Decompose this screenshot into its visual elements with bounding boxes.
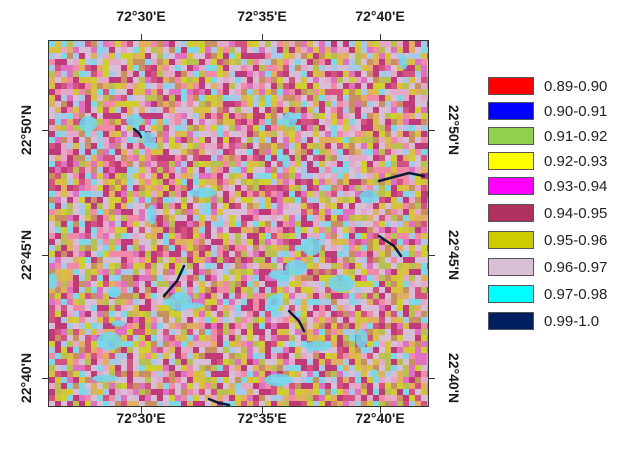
legend-label: 0.99-1.0 — [544, 312, 600, 330]
legend-swatch — [488, 177, 534, 195]
lon-label-top-1: 72°30'E — [116, 8, 166, 24]
tick-top-3 — [380, 34, 381, 40]
legend-label: 0.90-0.91 — [544, 102, 608, 120]
tick-left-3 — [42, 378, 48, 379]
legend-label: 0.94-0.95 — [544, 204, 608, 222]
legend-item: 0.97-0.98 — [488, 282, 607, 306]
legend-item: 0.95-0.96 — [488, 228, 607, 252]
legend-item: 0.91-0.92 — [488, 124, 607, 148]
tick-top-1 — [141, 34, 142, 40]
legend-label: 0.89-0.90 — [544, 77, 608, 95]
tick-bottom-1 — [141, 407, 142, 413]
legend-item: 0.96-0.97 — [488, 255, 607, 279]
tick-left-1 — [42, 130, 48, 131]
tick-right-2 — [429, 255, 435, 256]
legend-swatch — [488, 231, 534, 249]
legend-swatch — [488, 204, 534, 222]
legend-item: 0.99-1.0 — [488, 309, 599, 333]
tick-left-2 — [42, 255, 48, 256]
tick-right-3 — [429, 378, 435, 379]
legend-item: 0.92-0.93 — [488, 149, 607, 173]
legend-swatch — [488, 312, 534, 330]
lon-label-bottom-3: 72°40'E — [355, 410, 405, 426]
map-raster — [48, 40, 429, 407]
legend-item: 0.94-0.95 — [488, 201, 607, 225]
legend-label: 0.96-0.97 — [544, 258, 608, 276]
legend-swatch — [488, 77, 534, 95]
lat-label-left-2: 22°45'N — [18, 229, 34, 281]
legend-label: 0.97-0.98 — [544, 285, 608, 303]
legend-swatch — [488, 102, 534, 120]
lat-label-right-2: 22°45'N — [446, 229, 462, 281]
legend-label: 0.92-0.93 — [544, 152, 608, 170]
tick-top-2 — [262, 34, 263, 40]
tick-bottom-2 — [262, 407, 263, 413]
lat-label-left-1: 22°50'N — [18, 104, 34, 156]
legend-label: 0.91-0.92 — [544, 127, 608, 145]
legend-swatch — [488, 152, 534, 170]
lon-label-top-2: 72°35'E — [237, 8, 287, 24]
lat-label-right-3: 22°40'N — [446, 352, 462, 404]
legend-item: 0.89-0.90 — [488, 74, 607, 98]
legend-label: 0.95-0.96 — [544, 231, 608, 249]
legend-swatch — [488, 258, 534, 276]
legend-label: 0.93-0.94 — [544, 177, 608, 195]
lat-label-left-3: 22°40'N — [18, 352, 34, 404]
legend-swatch — [488, 285, 534, 303]
tick-bottom-3 — [380, 407, 381, 413]
lon-label-top-3: 72°40'E — [355, 8, 405, 24]
legend-swatch — [488, 127, 534, 145]
lon-label-bottom-1: 72°30'E — [116, 410, 166, 426]
tick-right-1 — [429, 130, 435, 131]
legend-item: 0.93-0.94 — [488, 174, 607, 198]
lon-label-bottom-2: 72°35'E — [237, 410, 287, 426]
lat-label-right-1: 22°50'N — [446, 104, 462, 156]
legend-item: 0.90-0.91 — [488, 99, 607, 123]
ndvi-raster-image — [49, 41, 428, 406]
